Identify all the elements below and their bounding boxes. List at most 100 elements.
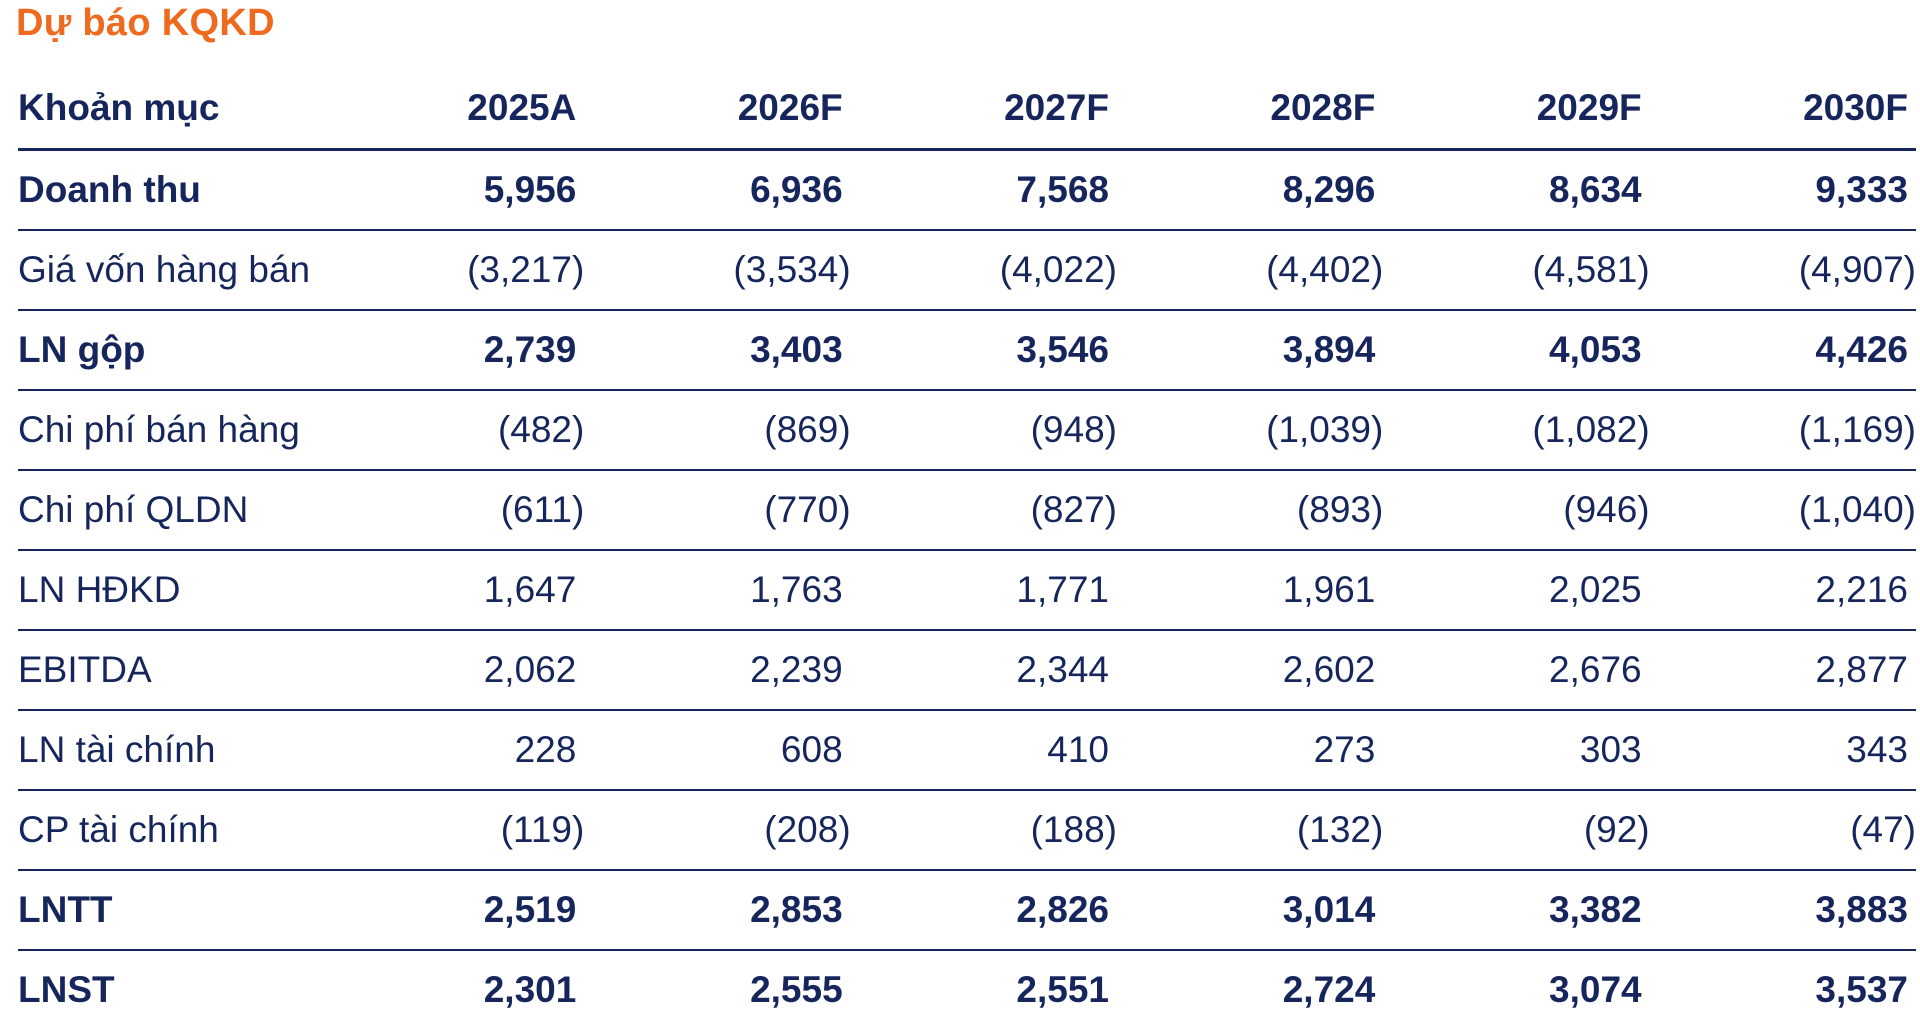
table-cell: 273	[1117, 710, 1383, 790]
table-row: Giá vốn hàng bán(3,217)(3,534)(4,022)(4,…	[18, 230, 1916, 310]
forecast-table-container: Khoản mục 2025A 2026F 2027F 2028F 2029F …	[18, 68, 1916, 1029]
table-cell: 3,403	[584, 310, 850, 390]
table-cell: (770)	[584, 470, 850, 550]
table-cell: 2,344	[851, 630, 1117, 710]
table-cell: 6,936	[584, 150, 850, 231]
table-cell: 2,739	[318, 310, 584, 390]
table-cell: 410	[851, 710, 1117, 790]
table-cell: 8,634	[1383, 150, 1649, 231]
table-cell: 3,894	[1117, 310, 1383, 390]
table-cell: 2,676	[1383, 630, 1649, 710]
table-cell: 4,426	[1650, 310, 1916, 390]
page-title: Dự báo KQKD	[16, 0, 275, 46]
header-year-2030f: 2030F	[1650, 68, 1916, 150]
table-cell: (92)	[1383, 790, 1649, 870]
table-cell: (1,040)	[1650, 470, 1916, 550]
table-cell: (188)	[851, 790, 1117, 870]
table-cell: 3,883	[1650, 870, 1916, 950]
table-cell: 2,602	[1117, 630, 1383, 710]
table-cell: (119)	[318, 790, 584, 870]
table-row: Chi phí bán hàng(482)(869)(948)(1,039)(1…	[18, 390, 1916, 470]
table-cell: 2,551	[851, 950, 1117, 1029]
table-cell: 2,216	[1650, 550, 1916, 630]
table-cell: 343	[1650, 710, 1916, 790]
table-row: Chi phí QLDN(611)(770)(827)(893)(946)(1,…	[18, 470, 1916, 550]
table-cell: (946)	[1383, 470, 1649, 550]
row-label: EBITDA	[18, 630, 318, 710]
table-cell: (611)	[318, 470, 584, 550]
row-label: Giá vốn hàng bán	[18, 230, 318, 310]
table-cell: 1,771	[851, 550, 1117, 630]
table-cell: (869)	[584, 390, 850, 470]
row-label: LNTT	[18, 870, 318, 950]
table-cell: 3,382	[1383, 870, 1649, 950]
header-year-2026f: 2026F	[584, 68, 850, 150]
table-cell: (4,022)	[851, 230, 1117, 310]
table-cell: 4,053	[1383, 310, 1649, 390]
row-label: Chi phí QLDN	[18, 470, 318, 550]
table-row: CP tài chính(119)(208)(188)(132)(92)(47)	[18, 790, 1916, 870]
row-label: CP tài chính	[18, 790, 318, 870]
table-cell: 2,239	[584, 630, 850, 710]
header-year-2028f: 2028F	[1117, 68, 1383, 150]
table-cell: 5,956	[318, 150, 584, 231]
table-cell: 2,724	[1117, 950, 1383, 1029]
header-year-2025a: 2025A	[318, 68, 584, 150]
table-cell: (4,402)	[1117, 230, 1383, 310]
table-cell: 2,555	[584, 950, 850, 1029]
table-cell: 1,961	[1117, 550, 1383, 630]
table-cell: 303	[1383, 710, 1649, 790]
table-cell: 2,519	[318, 870, 584, 950]
table-cell: 9,333	[1650, 150, 1916, 231]
table-cell: 8,296	[1117, 150, 1383, 231]
table-cell: (1,082)	[1383, 390, 1649, 470]
table-cell: (482)	[318, 390, 584, 470]
table-cell: (3,534)	[584, 230, 850, 310]
income-forecast-table: Khoản mục 2025A 2026F 2027F 2028F 2029F …	[18, 68, 1916, 1029]
table-cell: (1,169)	[1650, 390, 1916, 470]
table-cell: 608	[584, 710, 850, 790]
table-cell: (1,039)	[1117, 390, 1383, 470]
table-cell: 2,826	[851, 870, 1117, 950]
header-year-2027f: 2027F	[851, 68, 1117, 150]
table-cell: (827)	[851, 470, 1117, 550]
row-label: Chi phí bán hàng	[18, 390, 318, 470]
table-cell: (3,217)	[318, 230, 584, 310]
row-label: Doanh thu	[18, 150, 318, 231]
table-cell: (208)	[584, 790, 850, 870]
table-cell: (132)	[1117, 790, 1383, 870]
table-cell: (4,907)	[1650, 230, 1916, 310]
table-cell: 7,568	[851, 150, 1117, 231]
table-cell: 2,025	[1383, 550, 1649, 630]
table-header: Khoản mục 2025A 2026F 2027F 2028F 2029F …	[18, 68, 1916, 150]
table-cell: 228	[318, 710, 584, 790]
header-row: Khoản mục 2025A 2026F 2027F 2028F 2029F …	[18, 68, 1916, 150]
table-cell: 3,074	[1383, 950, 1649, 1029]
header-year-2029f: 2029F	[1383, 68, 1649, 150]
table-cell: 2,062	[318, 630, 584, 710]
table-cell: 3,546	[851, 310, 1117, 390]
table-cell: 1,763	[584, 550, 850, 630]
table-cell: (893)	[1117, 470, 1383, 550]
table-cell: 2,853	[584, 870, 850, 950]
table-cell: 3,537	[1650, 950, 1916, 1029]
row-label: LN tài chính	[18, 710, 318, 790]
row-label: LN HĐKD	[18, 550, 318, 630]
table-cell: (948)	[851, 390, 1117, 470]
table-cell: (47)	[1650, 790, 1916, 870]
header-item: Khoản mục	[18, 68, 318, 150]
table-cell: 1,647	[318, 550, 584, 630]
table-cell: 2,877	[1650, 630, 1916, 710]
row-label: LNST	[18, 950, 318, 1029]
table-cell: 3,014	[1117, 870, 1383, 950]
row-label: LN gộp	[18, 310, 318, 390]
table-cell: (4,581)	[1383, 230, 1649, 310]
